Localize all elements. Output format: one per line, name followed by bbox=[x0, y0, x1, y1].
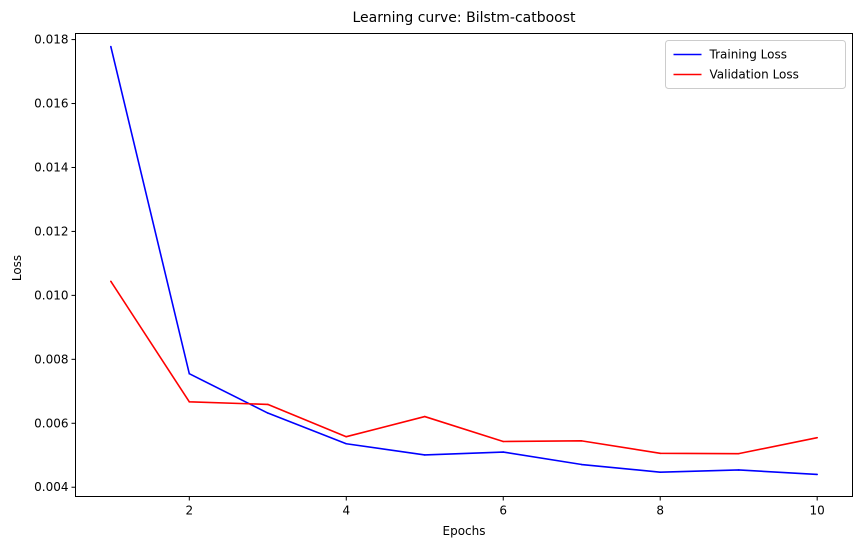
training-loss-point bbox=[580, 463, 583, 466]
training-loss-point bbox=[737, 469, 740, 471]
validation-loss-point bbox=[110, 280, 112, 283]
y-tick-label: 0.006 bbox=[34, 416, 68, 430]
legend: Training Loss Validation Loss bbox=[665, 40, 846, 89]
validation-loss-legend-label: Validation Loss bbox=[710, 68, 799, 82]
training-loss-point bbox=[423, 454, 426, 456]
validation-loss-point bbox=[659, 452, 662, 455]
validation-loss-point bbox=[266, 403, 269, 406]
x-tick-label: 10 bbox=[810, 504, 825, 518]
series-lines bbox=[110, 45, 818, 476]
training-loss-point bbox=[659, 471, 662, 473]
validation-loss-point bbox=[423, 415, 426, 418]
y-axis-label: Loss bbox=[10, 255, 24, 281]
y-tick-label: 0.014 bbox=[34, 160, 68, 174]
y-tick-label: 0.010 bbox=[34, 288, 68, 302]
training-loss-point bbox=[502, 451, 505, 453]
validation-loss-point bbox=[580, 440, 583, 442]
x-tick-label: 2 bbox=[185, 504, 193, 518]
training-loss-point bbox=[188, 372, 191, 375]
x-axis-ticks: 2 4 6 8 10 bbox=[185, 496, 825, 518]
y-tick-label: 0.018 bbox=[34, 33, 68, 47]
y-tick-label: 0.008 bbox=[34, 352, 68, 366]
x-tick-label: 4 bbox=[342, 504, 350, 518]
y-axis-ticks: 0.004 0.006 0.008 0.010 0.012 0.014 0.016 0.018 bbox=[34, 33, 76, 494]
x-tick-label: 6 bbox=[499, 504, 507, 518]
validation-loss-point bbox=[188, 401, 191, 403]
validation-loss-line bbox=[110, 280, 818, 455]
validation-loss-point bbox=[502, 440, 505, 443]
validation-loss-point bbox=[737, 452, 740, 455]
x-axis-label: Epochs bbox=[443, 524, 486, 538]
training-loss-point bbox=[266, 412, 269, 414]
training-loss-legend-label: Training Loss bbox=[709, 48, 787, 62]
training-loss-point bbox=[345, 442, 348, 445]
validation-loss-point bbox=[345, 435, 348, 438]
plot-frame bbox=[75, 33, 853, 497]
y-tick-label: 0.016 bbox=[34, 97, 68, 111]
training-loss-point bbox=[110, 45, 112, 48]
legend-box bbox=[665, 40, 846, 89]
chart-title: Learning curve: Bilstm-catboost bbox=[352, 10, 576, 26]
x-tick-label: 8 bbox=[656, 504, 664, 518]
validation-loss-point bbox=[816, 436, 818, 439]
y-tick-label: 0.004 bbox=[34, 480, 68, 494]
training-loss-line bbox=[110, 46, 818, 476]
y-tick-label: 0.012 bbox=[34, 224, 68, 238]
training-loss-point bbox=[816, 473, 818, 476]
